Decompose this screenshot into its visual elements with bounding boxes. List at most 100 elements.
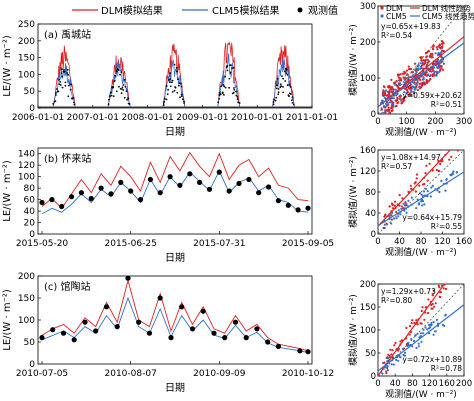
clm-point [415, 84, 418, 87]
observed-point [167, 88, 170, 91]
observed-point [54, 92, 57, 94]
dlm-point [391, 109, 394, 112]
observed-point [49, 197, 55, 203]
dlm-point [391, 106, 394, 109]
observed-point [108, 95, 111, 98]
observed-point [163, 98, 166, 100]
dlm-point [414, 62, 417, 65]
clm-point [416, 332, 419, 335]
x-axis-label: 日期 [165, 252, 185, 264]
clm-point [436, 189, 439, 192]
dlm-point [392, 101, 395, 104]
clm-point [438, 190, 441, 194]
dlm-point [420, 309, 423, 313]
clm-point [452, 170, 455, 173]
x-tick-label: 2006-01-01 [12, 113, 64, 123]
dlm-point [438, 44, 441, 47]
y-tick-label: 0 [29, 104, 35, 114]
dlm-point [390, 202, 394, 205]
clm-point [386, 366, 389, 370]
dlm-point [425, 51, 428, 55]
y-axis-label: 模拟值/(W · m⁻²) [347, 294, 359, 366]
dlm-point [394, 341, 397, 345]
clm-trend-line [378, 171, 464, 227]
observed-point [254, 326, 260, 332]
dlm-point [431, 56, 434, 59]
x-tick-label: 0 [375, 117, 380, 127]
clm-point [420, 200, 423, 203]
observed-point [66, 68, 69, 71]
dlm-point [403, 87, 407, 90]
dlm-point [426, 81, 429, 84]
dlm-point [407, 78, 410, 82]
clm-point [419, 62, 422, 65]
observed-point [59, 203, 65, 210]
dlm-point [427, 298, 430, 301]
observed-point [284, 80, 287, 82]
legend-dlm-text: DLM [386, 4, 402, 13]
dlm-point [420, 84, 424, 87]
observed-point [176, 91, 179, 94]
clm-point [431, 184, 434, 187]
dlm-point [395, 80, 398, 83]
dlm-point [438, 62, 441, 65]
dlm-point [406, 89, 409, 92]
dlm-point [446, 150, 448, 151]
observed-point [233, 87, 235, 89]
dlm-point [406, 73, 409, 76]
clm-point [419, 67, 422, 70]
observed-point [283, 70, 286, 73]
dlm-point [389, 348, 392, 351]
observed-point [272, 103, 275, 106]
clm-point [407, 344, 410, 347]
observed-point [275, 343, 281, 349]
panel-label: (c) 馆陶站 [44, 280, 90, 293]
y-axis-label: LE/(W · m⁻²) [2, 289, 13, 351]
x-axis-label: 日期 [165, 126, 185, 138]
dlm-r2: R²=0.80 [381, 296, 412, 305]
clm-point [415, 207, 418, 210]
dlm-point [437, 45, 440, 48]
observed-point [226, 65, 228, 67]
clm-point [403, 354, 406, 357]
observed-point [232, 91, 235, 94]
dlm-point [431, 73, 434, 76]
dlm-point [402, 347, 405, 350]
observed-point [226, 69, 229, 72]
dlm-point [388, 205, 391, 208]
legend-clm-trend-text: CLM5 线性趋势 [422, 11, 474, 21]
legend-obs-label: 观测值 [308, 4, 338, 17]
observed-point [281, 75, 283, 77]
clm-point [392, 363, 395, 366]
clm-point [427, 73, 430, 76]
dlm-point [395, 84, 399, 87]
clm-trend-line [378, 304, 464, 372]
dlm-point [401, 72, 404, 75]
observed-point [108, 98, 110, 101]
clm-point [422, 76, 425, 79]
clm-point [451, 172, 454, 176]
observed-point [63, 69, 65, 71]
observed-point [167, 79, 170, 81]
observed-point [177, 78, 179, 81]
observed-point [137, 197, 144, 203]
dlm-point [436, 48, 439, 51]
observed-point [52, 103, 55, 105]
y-tick-label: 160 [360, 146, 376, 156]
y-axis-label: LE/(W · m⁻²) [2, 35, 13, 97]
y-tick-label: 100 [18, 70, 35, 80]
dlm-equation: y=1.29x+0.73 [381, 287, 436, 296]
y-axis-label: LE/(W · m⁻²) [2, 160, 13, 222]
observed-point [235, 90, 238, 93]
observed-point [64, 81, 67, 84]
observed-point [277, 91, 280, 94]
clm-point [405, 211, 408, 214]
observed-point [162, 104, 165, 106]
observed-point [39, 335, 45, 341]
observed-point [221, 92, 224, 95]
clm-point [417, 342, 420, 345]
dlm-point [415, 319, 418, 322]
y-tick-label: 0 [371, 372, 376, 382]
